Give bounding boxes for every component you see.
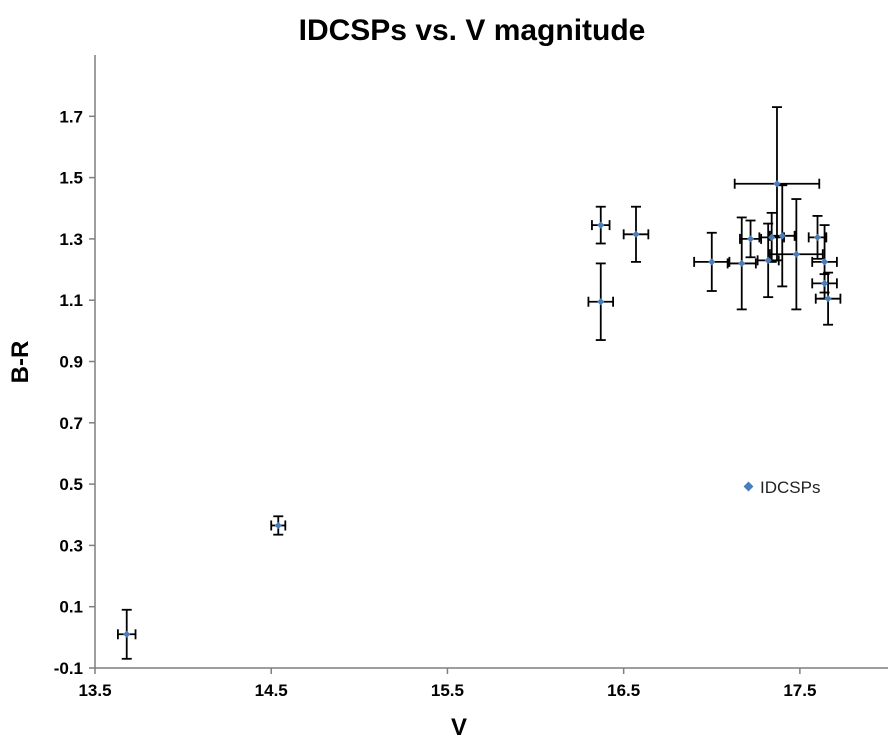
data-point <box>773 180 781 188</box>
data-points <box>123 180 832 638</box>
chart-title: IDCSPs vs. V magnitude <box>299 14 646 47</box>
x-tick-label: 17.5 <box>783 681 816 700</box>
y-tick-label: 1.5 <box>59 169 83 188</box>
x-tick-label: 16.5 <box>607 681 640 700</box>
data-point <box>632 230 640 238</box>
data-point <box>764 256 772 264</box>
y-tick-label: 0.3 <box>59 536 83 555</box>
legend-marker <box>743 481 754 492</box>
x-tick-label: 13.5 <box>78 681 111 700</box>
data-point <box>813 233 822 241</box>
legend-label: IDCSPs <box>760 478 820 497</box>
y-tick-label: 0.7 <box>59 414 83 433</box>
data-point <box>768 233 776 241</box>
data-point <box>820 279 829 287</box>
data-point <box>820 258 829 266</box>
y-tick-label: 1.1 <box>59 291 83 310</box>
data-point <box>597 298 605 306</box>
y-tick-label: 1.3 <box>59 230 83 249</box>
y-tick-label: 0.5 <box>59 475 83 494</box>
y-tick-label: 0.9 <box>59 353 83 372</box>
data-point <box>824 295 832 303</box>
y-axis-label: B-R <box>7 341 34 384</box>
x-tick-label: 14.5 <box>255 681 288 700</box>
data-point <box>746 235 755 243</box>
x-tick-label: 15.5 <box>431 681 464 700</box>
data-point <box>708 258 716 266</box>
legend: IDCSPs <box>743 478 820 497</box>
y-tick-label: -0.1 <box>54 659 83 678</box>
data-point <box>778 232 786 240</box>
data-point <box>597 221 605 229</box>
error-bars <box>117 106 842 660</box>
y-tick-label: 1.7 <box>59 107 83 126</box>
data-point <box>274 521 282 530</box>
data-point <box>123 630 131 638</box>
x-axis-ticks: 13.5 14.5 15.5 16.5 17.5 <box>78 668 816 700</box>
data-point <box>738 259 746 268</box>
y-tick-label: 0.1 <box>59 598 83 617</box>
y-axis-ticks: -0.1 0.1 0.3 0.5 0.7 0.9 1.1 1.3 1.5 1.7 <box>54 107 95 678</box>
data-point <box>792 250 800 258</box>
x-axis-label: V <box>451 714 467 741</box>
